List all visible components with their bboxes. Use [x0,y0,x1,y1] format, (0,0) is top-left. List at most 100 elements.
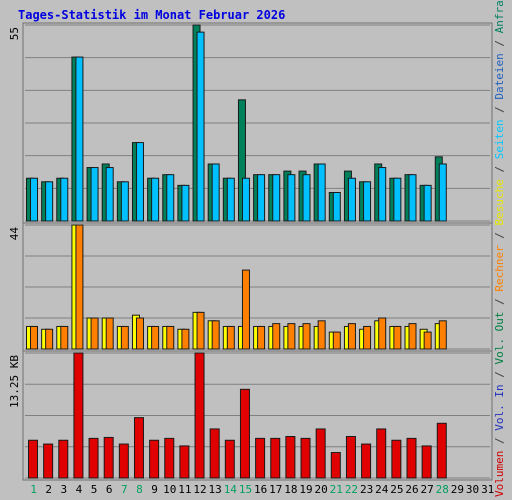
bar-dateien-day-22 [347,177,356,222]
bar-volumen-day-4 [73,352,84,479]
bar-volumen-day-28 [436,422,447,479]
bar-rechner-day-7 [120,325,129,350]
day-label-29: 29 [451,483,464,496]
panel-middle: 44 [8,222,493,352]
bar-rechner-day-13 [211,320,220,350]
bar-dateien-day-13 [211,163,220,222]
legend-item: / [493,225,506,245]
bar-dateien-day-4 [75,56,84,222]
bar-volumen-day-2 [43,443,54,479]
bar-volumen-day-14 [224,439,235,479]
bar-rechner-day-27 [423,331,432,350]
bar-dateien-day-15 [241,177,250,222]
bar-rechner-day-21 [332,331,341,350]
bar-rechner-day-12 [196,311,205,350]
bar-volumen-day-11 [179,445,190,479]
bar-volumen-day-10 [164,437,175,479]
day-label-19: 19 [299,483,312,496]
bar-dateien-day-23 [363,181,372,222]
bar-volumen-day-9 [149,439,160,479]
panel-bottom: 13.25 KB [8,350,493,481]
panel-max-label: 55 [8,27,21,40]
panel-frame [22,350,493,481]
day-label-24: 24 [375,483,389,496]
bar-volumen-day-21 [330,452,341,479]
legend-item: / [493,431,506,451]
bar-rechner-day-22 [347,323,356,350]
legend-item: Vol. In [493,384,506,430]
bar-rechner-day-4 [75,224,84,350]
day-label-9: 9 [151,483,158,496]
day-label-17: 17 [269,483,282,496]
bar-rechner-day-16 [257,325,266,350]
legend-item: Besuche [493,179,506,225]
legend-item: Rechner [493,245,506,292]
bar-dateien-day-3 [60,177,69,222]
bar-dateien-day-26 [408,174,417,222]
day-label-25: 25 [390,483,403,496]
legend-item: Volumen [493,451,506,497]
bar-volumen-day-12 [194,352,205,479]
bar-dateien-day-16 [257,174,266,222]
bar-volumen-day-24 [376,428,387,479]
bar-volumen-day-1 [28,439,38,479]
day-label-20: 20 [315,483,328,496]
bar-volumen-day-17 [270,437,281,479]
bar-rechner-day-6 [105,317,114,350]
bar-rechner-day-20 [317,320,326,350]
bar-dateien-day-1 [30,177,38,222]
bar-volumen-day-26 [406,437,417,479]
day-label-13: 13 [209,483,222,496]
bar-rechner-day-5 [90,317,99,350]
bar-volumen-day-16 [255,437,266,479]
bar-rechner-day-2 [45,328,54,350]
bar-volumen-day-7 [118,443,129,479]
bar-dateien-day-11 [181,184,190,222]
bar-volumen-day-5 [88,437,99,479]
day-label-31: 31 [481,483,494,496]
day-label-18: 18 [284,483,297,496]
bar-rechner-day-23 [363,325,372,350]
day-axis-labels: 1 2 3 4 5 6 7 8 9 10 11 12 13 14 15 16 17 18 19 20 21 22 23 24 2… [30,483,494,496]
day-label-7: 7 [121,483,128,496]
day-label-4: 4 [76,483,83,496]
legend-item: / [493,100,506,120]
day-label-27: 27 [421,483,434,496]
chart-panels: 55 44 13.25 KB [8,22,493,481]
day-label-26: 26 [405,483,418,496]
legend-item: / [493,292,506,312]
bar-volumen-day-8 [133,417,144,479]
day-label-15: 15 [239,483,252,496]
bar-volumen-day-13 [209,428,220,479]
bar-rechner-day-17 [272,323,281,350]
bar-rechner-day-11 [181,328,190,350]
bar-dateien-day-18 [287,174,296,222]
bar-rechner-day-1 [30,325,38,350]
legend-item: Anfragen [493,0,506,33]
bar-dateien-day-14 [226,177,235,222]
bar-dateien-day-7 [120,181,129,222]
day-label-6: 6 [106,483,113,496]
bar-volumen-day-27 [421,445,432,479]
legend-item: Vol. Out [493,312,506,365]
bar-dateien-day-24 [378,167,387,222]
day-label-10: 10 [163,483,176,496]
day-label-1: 1 [30,483,37,496]
bar-dateien-day-25 [393,177,402,222]
bar-dateien-day-19 [302,174,311,222]
bar-rechner-day-18 [287,323,296,350]
legend-item: / [493,33,506,53]
bar-volumen-day-3 [58,439,69,479]
panel-max-label: 13.25 KB [8,355,21,408]
bar-volumen-day-19 [300,437,311,479]
panel-top: 55 [8,22,493,224]
bar-rechner-day-10 [166,325,175,350]
bar-dateien-day-10 [166,174,175,222]
day-label-23: 23 [360,483,373,496]
day-label-28: 28 [436,483,449,496]
bar-rechner-day-8 [135,317,144,350]
bar-rechner-day-9 [151,325,160,350]
bar-dateien-day-21 [332,191,341,222]
bar-dateien-day-8 [135,142,144,222]
bar-dateien-day-2 [45,181,54,222]
